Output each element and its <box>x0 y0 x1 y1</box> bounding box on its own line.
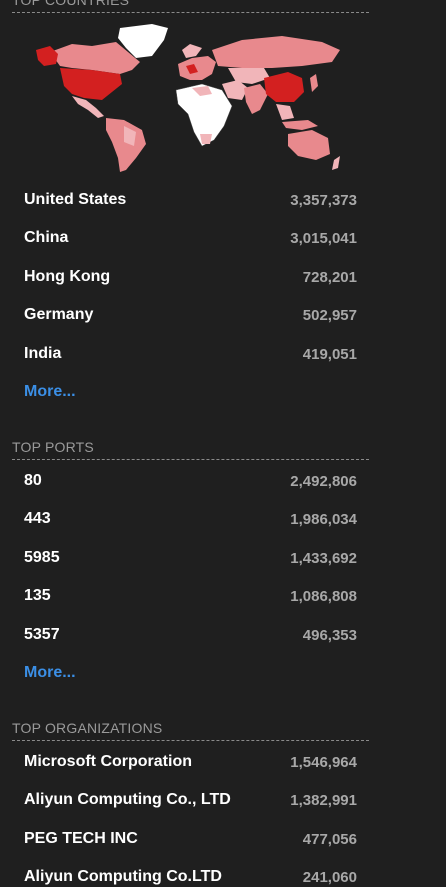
list-item-port[interactable]: 443 1,986,034 <box>24 509 357 529</box>
country-count: 3,357,373 <box>290 191 357 209</box>
port-count: 1,986,034 <box>290 510 357 528</box>
port-count: 1,433,692 <box>290 549 357 567</box>
country-count: 419,051 <box>302 345 357 363</box>
list-item-port[interactable]: 135 1,086,808 <box>24 586 357 606</box>
list-item-port[interactable]: 5357 496,353 <box>24 625 357 645</box>
country-count: 502,957 <box>302 306 357 324</box>
list-item-organization[interactable]: Microsoft Corporation 1,546,964 <box>24 752 357 772</box>
section-title-ports: TOP PORTS <box>12 439 369 460</box>
list-item-country[interactable]: China 3,015,041 <box>24 228 357 248</box>
port-number: 5985 <box>24 549 60 566</box>
list-item-port[interactable]: 80 2,492,806 <box>24 471 357 491</box>
list-item-country[interactable]: Hong Kong 728,201 <box>24 267 357 287</box>
port-number: 5357 <box>24 626 60 643</box>
port-number: 135 <box>24 587 51 604</box>
section-title-countries: TOP COUNTRIES <box>12 0 369 13</box>
list-item-organization[interactable]: PEG TECH INC 477,056 <box>24 829 357 849</box>
country-name: China <box>24 229 69 246</box>
port-number: 80 <box>24 472 42 489</box>
country-name: United States <box>24 191 127 208</box>
list-item-country[interactable]: India 419,051 <box>24 344 357 364</box>
country-count: 728,201 <box>302 268 357 286</box>
port-count: 496,353 <box>302 626 357 644</box>
country-name: Hong Kong <box>24 268 111 285</box>
organization-count: 1,382,991 <box>290 791 357 809</box>
more-countries-link[interactable]: More... <box>24 383 76 400</box>
organization-count: 1,546,964 <box>290 753 357 771</box>
country-name: Germany <box>24 306 94 323</box>
list-item-country[interactable]: Germany 502,957 <box>24 305 357 325</box>
port-count: 2,492,806 <box>290 472 357 490</box>
organization-name: Aliyun Computing Co.LTD <box>24 868 222 885</box>
more-ports-link[interactable]: More... <box>24 664 76 681</box>
organization-count: 477,056 <box>302 830 357 848</box>
list-item-port[interactable]: 5985 1,433,692 <box>24 548 357 568</box>
organization-name: Aliyun Computing Co., LTD <box>24 791 231 808</box>
organization-name: Microsoft Corporation <box>24 753 192 770</box>
organization-count: 241,060 <box>302 868 357 886</box>
world-map-icon[interactable] <box>32 22 344 176</box>
section-title-organizations: TOP ORGANIZATIONS <box>12 720 369 741</box>
port-count: 1,086,808 <box>290 587 357 605</box>
organization-name: PEG TECH INC <box>24 830 138 847</box>
country-name: India <box>24 345 62 362</box>
port-number: 443 <box>24 510 51 527</box>
list-item-organization[interactable]: Aliyun Computing Co., LTD 1,382,991 <box>24 790 357 810</box>
country-count: 3,015,041 <box>290 229 357 247</box>
list-item-country[interactable]: United States 3,357,373 <box>24 190 357 210</box>
list-item-organization[interactable]: Aliyun Computing Co.LTD 241,060 <box>24 867 357 887</box>
